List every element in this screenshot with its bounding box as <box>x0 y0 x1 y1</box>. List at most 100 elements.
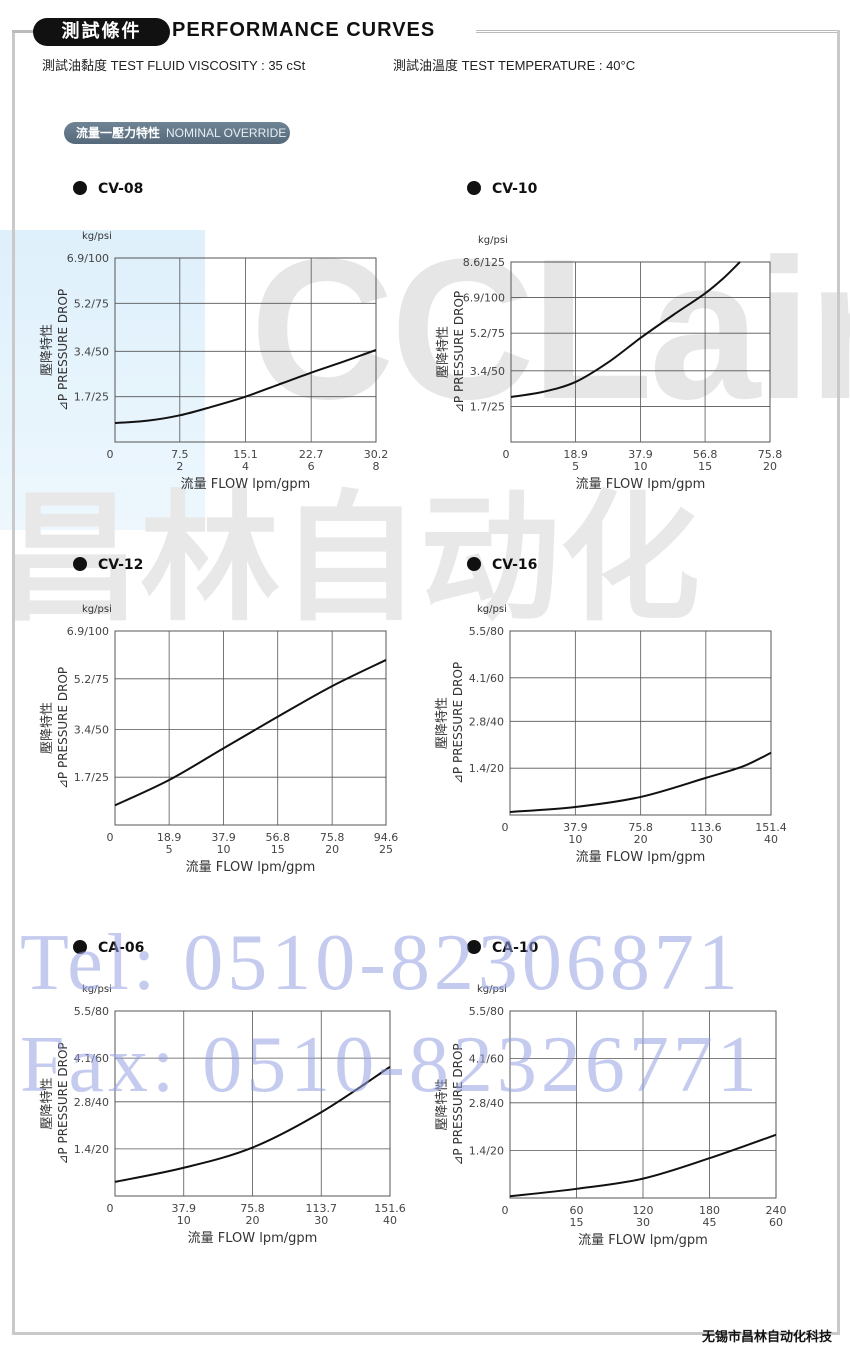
x-tick-label-gpm: 60 <box>769 1216 783 1229</box>
x-tick-label-gpm: 4 <box>242 460 249 473</box>
y-tick-label: 2.8/40 <box>469 1097 504 1110</box>
x-tick-label: 18.9 <box>157 831 182 844</box>
x-tick-label: 22.7 <box>299 448 324 461</box>
x-tick-label: 18.9 <box>563 448 588 461</box>
x-tick-label: 56.8 <box>693 448 718 461</box>
pressure-drop-curve <box>509 751 772 813</box>
x-tick-label: 180 <box>699 1204 720 1217</box>
y-axis-label: ⊿P PRESSURE DROP <box>56 1042 70 1164</box>
chart-title: CA-06 <box>98 940 144 956</box>
watermark-cn: 昌林自动化 <box>0 478 701 641</box>
x-tick-label: 240 <box>766 1204 787 1217</box>
x-tick-label: 0 <box>502 821 509 834</box>
x-tick-label: 113.6 <box>690 821 722 834</box>
y-axis-label-cn: 壓降特性 <box>40 324 55 376</box>
x-tick-label-gpm: 20 <box>763 460 777 473</box>
x-tick-label-gpm: 5 <box>572 460 579 473</box>
y-tick-label: 2.8/40 <box>74 1096 109 1109</box>
x-axis-label: 流量 FLOW lpm/gpm <box>181 477 311 492</box>
x-tick-label: 37.9 <box>172 1202 197 1215</box>
frame-line <box>12 30 34 33</box>
bullet-icon <box>467 181 481 195</box>
pressure-drop-curve <box>114 659 387 807</box>
y-unit-label: kg/psi <box>477 984 507 995</box>
page-frame <box>12 30 840 1335</box>
x-tick-label-gpm: 10 <box>568 833 582 846</box>
x-tick-label-gpm: 30 <box>636 1216 650 1229</box>
header-badge: 測試條件 <box>33 18 170 46</box>
y-axis-label: ⊿P PRESSURE DROP <box>451 662 465 784</box>
y-unit-label: kg/psi <box>82 231 112 242</box>
x-tick-label: 113.7 <box>306 1202 338 1215</box>
pressure-drop-curve <box>509 1133 777 1198</box>
x-axis-label: 流量 FLOW lpm/gpm <box>186 860 316 875</box>
x-tick-label: 151.6 <box>374 1202 406 1215</box>
bullet-icon <box>467 940 481 954</box>
x-tick-label-gpm: 20 <box>246 1214 260 1227</box>
y-axis-label: ⊿P PRESSURE DROP <box>56 667 70 789</box>
x-tick-label: 7.5 <box>171 448 189 461</box>
bullet-icon <box>73 940 87 954</box>
tel-watermark: Tel: 0510-82306871 <box>20 919 742 1007</box>
fax-watermark: Fax: 0510-82326771 <box>20 1021 761 1109</box>
section-label-en: NOMINAL OVERRIDE <box>166 126 287 140</box>
x-tick-label: 75.8 <box>240 1202 265 1215</box>
x-tick-label: 0 <box>107 1202 114 1215</box>
frame-line <box>476 30 837 36</box>
x-tick-label: 15.1 <box>233 448 258 461</box>
x-tick-label-gpm: 40 <box>383 1214 397 1227</box>
x-tick-label-gpm: 15 <box>698 460 712 473</box>
x-tick-label: 37.9 <box>628 448 653 461</box>
y-tick-label: 6.9/100 <box>67 252 109 265</box>
brand-watermark: CCLair 昌林自动化 <box>0 110 850 630</box>
y-axis-label-cn: 壓降特性 <box>435 1078 450 1130</box>
y-axis-label: ⊿P PRESSURE DROP <box>56 289 70 411</box>
x-tick-label: 56.8 <box>265 831 290 844</box>
y-axis-label: ⊿P PRESSURE DROP <box>451 1043 465 1165</box>
pressure-drop-curve <box>114 349 377 425</box>
plot-frame <box>114 630 387 826</box>
x-tick-label: 75.8 <box>628 821 653 834</box>
x-tick-label-gpm: 20 <box>634 833 648 846</box>
y-tick-label: 4.1/60 <box>469 1053 504 1066</box>
y-tick-label: 5.2/75 <box>470 327 505 340</box>
y-tick-label: 3.4/50 <box>74 723 109 736</box>
y-tick-label: 6.9/100 <box>67 625 109 638</box>
y-tick-label: 3.4/50 <box>470 365 505 378</box>
y-tick-label: 1.7/25 <box>470 400 505 413</box>
y-tick-label: 5.2/75 <box>74 297 109 310</box>
x-tick-label-gpm: 2 <box>176 460 183 473</box>
x-tick-label-gpm: 20 <box>325 843 339 856</box>
y-axis-label-cn: 壓降特性 <box>40 1077 55 1129</box>
x-tick-label: 0 <box>502 1204 509 1217</box>
y-tick-label: 5.5/80 <box>469 625 504 638</box>
bullet-icon <box>73 181 87 195</box>
x-tick-label-gpm: 6 <box>308 460 315 473</box>
y-tick-label: 5.2/75 <box>74 673 109 686</box>
watermark-blue-block <box>0 230 205 530</box>
x-tick-label: 30.2 <box>364 448 389 461</box>
chart-title: CA-10 <box>492 940 539 956</box>
x-tick-label: 0 <box>503 448 510 461</box>
y-tick-label: 6.9/100 <box>463 292 505 305</box>
y-unit-label: kg/psi <box>82 984 112 995</box>
x-tick-label-gpm: 25 <box>379 843 393 856</box>
x-tick-label-gpm: 30 <box>314 1214 328 1227</box>
x-tick-label-gpm: 10 <box>177 1214 191 1227</box>
temperature-condition: 測試油溫度 TEST TEMPERATURE : 40°C <box>393 58 636 73</box>
y-tick-label: 4.1/60 <box>74 1052 109 1065</box>
y-unit-label: kg/psi <box>477 604 507 615</box>
y-tick-label: 4.1/60 <box>469 672 504 685</box>
y-tick-label: 1.4/20 <box>469 762 504 775</box>
y-tick-label: 2.8/40 <box>469 715 504 728</box>
y-tick-label: 1.7/25 <box>74 391 109 404</box>
y-axis-label-cn: 壓降特性 <box>435 697 450 749</box>
x-tick-label: 0 <box>107 831 114 844</box>
y-tick-label: 5.5/80 <box>469 1005 504 1018</box>
x-tick-label-gpm: 15 <box>271 843 285 856</box>
bullet-icon <box>467 557 481 571</box>
x-tick-label: 0 <box>107 448 114 461</box>
x-tick-label: 60 <box>570 1204 584 1217</box>
x-tick-label-gpm: 30 <box>699 833 713 846</box>
y-unit-label: kg/psi <box>478 235 508 246</box>
